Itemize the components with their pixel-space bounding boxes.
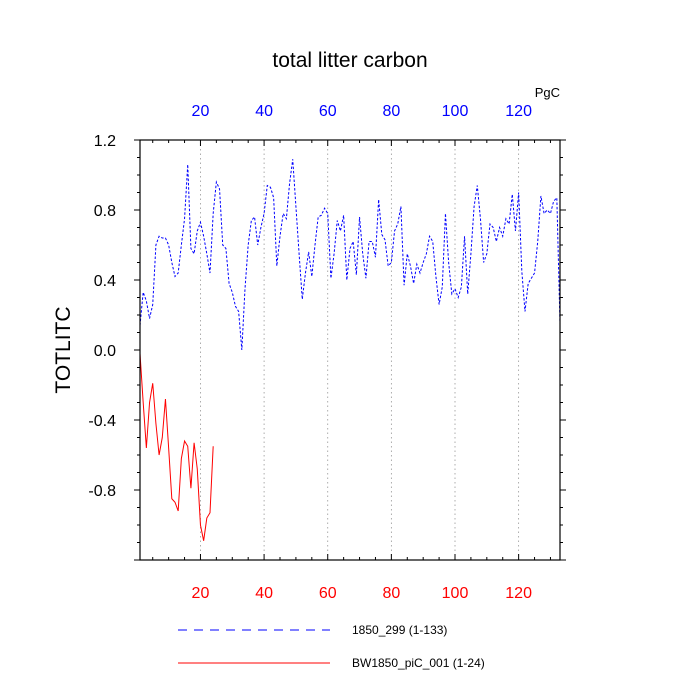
x-tick-label-bottom: 120 (505, 585, 532, 602)
legend-label: 1850_299 (1-133) (352, 623, 447, 637)
x-tick-label-bottom: 20 (192, 585, 210, 602)
series-group (139, 159, 561, 541)
y-tick-label: -0.4 (88, 413, 116, 430)
grid-lines (200, 140, 520, 560)
y-axis-title: TOTLITC (52, 306, 75, 393)
plot-frame (139, 139, 561, 561)
y-tick-label: 0.0 (94, 343, 116, 360)
series-line (139, 353, 214, 541)
series-2 (139, 353, 214, 541)
x-tick-label-bottom: 100 (442, 585, 469, 602)
x-tick-label-top: 120 (505, 103, 532, 120)
x-tick-label-bottom: 80 (382, 585, 400, 602)
x-tick-label-top: 100 (442, 103, 469, 120)
y-tick-label: 1.2 (94, 133, 116, 150)
x-tick-label-bottom: 40 (255, 585, 273, 602)
tick-labels: 20 20 40 40 60 60 80 80 100 100 120 120 -0.8 -0.4 0.0 0… (88, 103, 532, 602)
x-tick-label-top: 20 (192, 103, 210, 120)
units-label: PgC (535, 85, 560, 100)
y-tick-label: 0.8 (94, 203, 116, 220)
legend-label: BW1850_piC_001 (1-24) (352, 656, 485, 670)
y-tick-label: 0.4 (94, 273, 116, 290)
legend: 1850_299 (1-133) BW1850_piC_001 (1-24) (178, 623, 485, 670)
chart-title: total litter carbon (272, 49, 427, 72)
x-tick-label-bottom: 60 (319, 585, 337, 602)
x-tick-label-top: 40 (255, 103, 273, 120)
axis-ticks (134, 139, 566, 561)
x-tick-label-top: 80 (382, 103, 400, 120)
y-tick-label: -0.8 (88, 483, 116, 500)
series-1 (139, 159, 561, 351)
series-line (139, 159, 561, 351)
x-tick-label-top: 60 (319, 103, 337, 120)
